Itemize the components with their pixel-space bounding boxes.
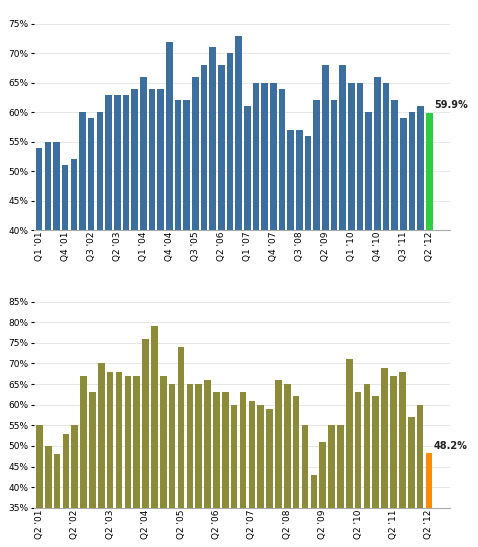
- Bar: [287, 130, 294, 465]
- Bar: [346, 359, 353, 547]
- Bar: [160, 376, 167, 547]
- Bar: [140, 77, 147, 465]
- Bar: [266, 409, 273, 547]
- Bar: [328, 426, 335, 547]
- Text: 48.2%: 48.2%: [434, 441, 467, 451]
- Bar: [54, 142, 60, 465]
- Bar: [231, 405, 238, 547]
- Bar: [270, 83, 277, 465]
- Bar: [383, 83, 389, 465]
- Bar: [157, 89, 164, 465]
- Bar: [184, 101, 190, 465]
- Bar: [62, 165, 68, 465]
- Bar: [249, 400, 255, 547]
- Bar: [54, 454, 60, 547]
- Bar: [337, 426, 344, 547]
- Bar: [133, 376, 140, 547]
- Text: % of Companies Beating Revenue Estimates by Quarter: 2000-Present: % of Companies Beating Revenue Estimates…: [34, 286, 478, 299]
- Bar: [45, 446, 52, 547]
- Bar: [105, 95, 112, 465]
- Bar: [348, 83, 355, 465]
- Bar: [284, 384, 291, 547]
- Bar: [279, 89, 285, 465]
- Bar: [257, 405, 264, 547]
- Bar: [89, 392, 96, 547]
- Bar: [314, 101, 320, 465]
- Bar: [151, 327, 158, 547]
- Bar: [196, 384, 202, 547]
- Bar: [244, 106, 250, 465]
- Text: % of Companies Beating Earnings Estimates by Quarter: 2000-Present: % of Companies Beating Earnings Estimate…: [34, 8, 478, 21]
- Bar: [390, 376, 397, 547]
- Bar: [339, 65, 346, 465]
- Bar: [169, 384, 175, 547]
- Bar: [71, 159, 77, 465]
- Bar: [331, 101, 337, 465]
- Bar: [372, 397, 379, 547]
- Bar: [36, 426, 43, 547]
- Bar: [399, 372, 406, 547]
- Bar: [166, 42, 173, 465]
- Bar: [426, 113, 433, 465]
- Bar: [71, 426, 78, 547]
- Bar: [97, 112, 103, 465]
- Bar: [305, 136, 311, 465]
- Bar: [142, 339, 149, 547]
- Bar: [186, 384, 193, 547]
- Bar: [107, 372, 113, 547]
- Bar: [364, 384, 370, 547]
- Bar: [201, 65, 207, 465]
- Bar: [149, 89, 155, 465]
- Bar: [116, 372, 122, 547]
- Bar: [63, 434, 69, 547]
- Bar: [123, 95, 129, 465]
- Bar: [293, 397, 299, 547]
- Bar: [239, 392, 246, 547]
- Bar: [36, 148, 43, 465]
- Bar: [425, 453, 432, 547]
- Bar: [275, 380, 282, 547]
- Bar: [311, 475, 317, 547]
- Bar: [79, 112, 86, 465]
- Bar: [366, 112, 372, 465]
- Bar: [302, 426, 308, 547]
- Bar: [391, 101, 398, 465]
- Bar: [322, 65, 328, 465]
- Bar: [296, 130, 303, 465]
- Bar: [381, 368, 388, 547]
- Bar: [409, 112, 415, 465]
- Bar: [178, 347, 185, 547]
- Bar: [114, 95, 120, 465]
- Bar: [98, 363, 105, 547]
- Bar: [417, 405, 424, 547]
- Bar: [131, 89, 138, 465]
- Bar: [319, 442, 326, 547]
- Bar: [408, 417, 414, 547]
- Bar: [213, 392, 220, 547]
- Bar: [417, 106, 424, 465]
- Bar: [204, 380, 211, 547]
- Text: 59.9%: 59.9%: [434, 100, 468, 110]
- Bar: [218, 65, 225, 465]
- Bar: [227, 54, 233, 465]
- Bar: [209, 48, 216, 465]
- Bar: [125, 376, 131, 547]
- Bar: [44, 142, 51, 465]
- Bar: [400, 118, 407, 465]
- Bar: [355, 392, 361, 547]
- Bar: [222, 392, 228, 547]
- Bar: [192, 77, 198, 465]
- Bar: [80, 376, 87, 547]
- Bar: [261, 83, 268, 465]
- Bar: [357, 83, 363, 465]
- Bar: [253, 83, 259, 465]
- Bar: [88, 118, 95, 465]
- Bar: [174, 101, 181, 465]
- Bar: [235, 36, 242, 465]
- Bar: [374, 77, 380, 465]
